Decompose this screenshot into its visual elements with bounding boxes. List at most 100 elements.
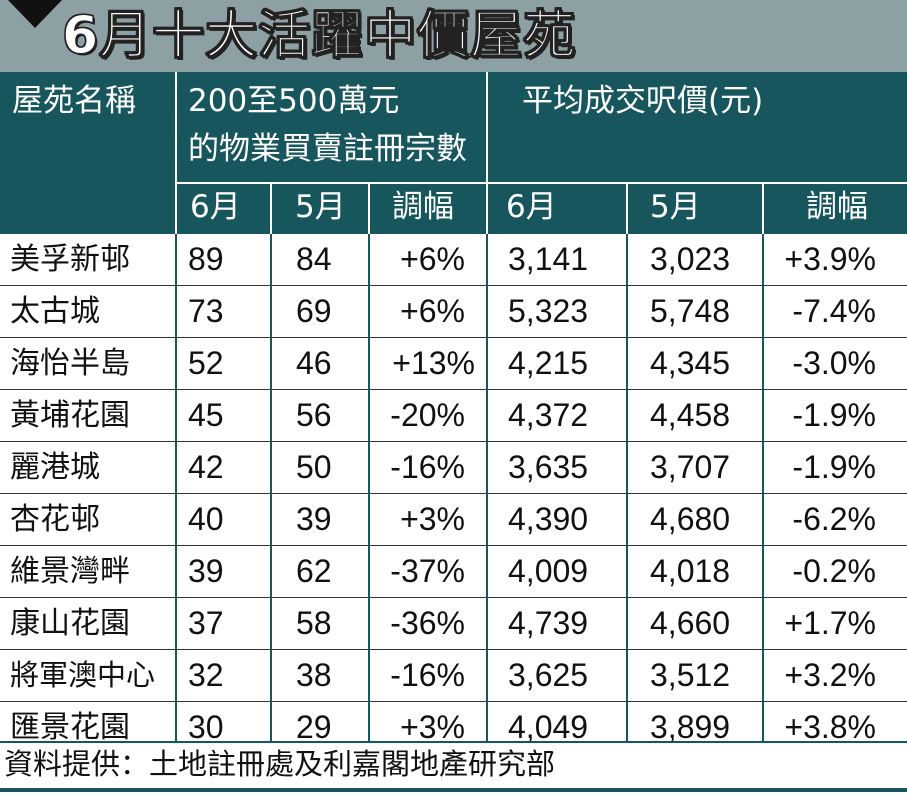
estate-name: 匯景花園 — [10, 710, 130, 745]
header-vdivider — [626, 182, 628, 234]
price-may: 3,707 — [650, 449, 731, 485]
row-divider — [0, 337, 907, 338]
price-may: 3,023 — [650, 241, 731, 277]
reg-may: 38 — [296, 657, 332, 693]
price-change: -7.4% — [792, 293, 876, 329]
reg-change: -16% — [390, 657, 465, 693]
price-change: -1.9% — [792, 449, 876, 485]
column-divider — [175, 234, 177, 742]
row-divider — [0, 649, 907, 650]
reg-may: 62 — [296, 553, 332, 589]
column-divider — [486, 234, 488, 742]
table-row: 太古城 73 69 +6% 5,323 5,748 -7.4% — [0, 286, 907, 337]
price-june: 3,635 — [508, 449, 589, 485]
price-change: -0.2% — [792, 553, 876, 589]
source-note: 資料提供：土地註冊處及利嘉閣地產研究部 — [4, 747, 556, 781]
header-price-change: 調幅 — [806, 189, 868, 225]
reg-may: 69 — [296, 293, 332, 329]
reg-june: 89 — [188, 241, 224, 277]
header-avg-price: 平均成交呎價(元) — [522, 83, 764, 119]
header-vdivider — [486, 72, 488, 234]
reg-june: 73 — [188, 293, 224, 329]
reg-may: 56 — [296, 397, 332, 433]
header-vdivider — [368, 182, 370, 234]
table-row: 黃埔花園 45 56 -20% 4,372 4,458 -1.9% — [0, 390, 907, 441]
reg-may: 46 — [296, 345, 332, 381]
title-bar: 6月十大活躍中價屋苑 — [0, 0, 907, 72]
header-vdivider — [270, 182, 272, 234]
reg-change: -36% — [390, 605, 465, 641]
price-may: 4,018 — [650, 553, 731, 589]
header-price-june: 6月 — [506, 189, 557, 225]
column-divider — [270, 234, 272, 742]
header-reg-change: 調幅 — [392, 189, 454, 225]
header-reg-may: 5月 — [295, 189, 346, 225]
header-reg-june: 6月 — [190, 189, 241, 225]
estate-name: 麗港城 — [10, 450, 100, 485]
reg-june: 32 — [188, 657, 224, 693]
price-may: 3,512 — [650, 657, 731, 693]
price-change: +3.2% — [784, 657, 876, 693]
header-registrations-line2: 的物業買賣註冊宗數 — [188, 131, 467, 167]
reg-june: 39 — [188, 553, 224, 589]
reg-change: +6% — [400, 241, 465, 277]
column-divider — [368, 234, 370, 742]
row-divider — [0, 597, 907, 598]
row-divider — [0, 545, 907, 546]
price-june: 4,739 — [508, 605, 589, 641]
table-row: 匯景花園 30 29 +3% 4,049 3,899 +3.8% — [0, 702, 907, 753]
reg-june: 30 — [188, 709, 224, 745]
price-may: 3,899 — [650, 709, 731, 745]
reg-may: 29 — [296, 709, 332, 745]
header-price-may: 5月 — [650, 189, 701, 225]
price-june: 3,625 — [508, 657, 589, 693]
price-may: 4,680 — [650, 501, 731, 537]
price-may: 4,660 — [650, 605, 731, 641]
price-may: 5,748 — [650, 293, 731, 329]
header-estate-name: 屋苑名稱 — [12, 83, 136, 119]
table-row: 維景灣畔 39 62 -37% 4,009 4,018 -0.2% — [0, 546, 907, 597]
price-change: -6.2% — [792, 501, 876, 537]
price-change: -3.0% — [792, 345, 876, 381]
table-row: 海怡半島 52 46 +13% 4,215 4,345 -3.0% — [0, 338, 907, 389]
price-june: 4,372 — [508, 397, 589, 433]
price-june: 4,049 — [508, 709, 589, 745]
bottom-rule — [0, 788, 907, 792]
column-divider — [626, 234, 628, 742]
estate-name: 維景灣畔 — [10, 554, 130, 589]
price-change: -1.9% — [792, 397, 876, 433]
price-change: +1.7% — [784, 605, 876, 641]
price-change: +3.9% — [784, 241, 876, 277]
price-june: 4,009 — [508, 553, 589, 589]
header-vdivider — [175, 72, 177, 234]
header-divider — [175, 182, 907, 184]
reg-change: +6% — [400, 293, 465, 329]
table-row: 麗港城 42 50 -16% 3,635 3,707 -1.9% — [0, 442, 907, 493]
estate-name: 康山花園 — [10, 606, 130, 641]
reg-june: 40 — [188, 501, 224, 537]
row-divider — [0, 701, 907, 702]
price-may: 4,458 — [650, 397, 731, 433]
reg-change: +3% — [400, 709, 465, 745]
reg-change: -37% — [390, 553, 465, 589]
reg-may: 50 — [296, 449, 332, 485]
table-header: 屋苑名稱 200至500萬元 的物業買賣註冊宗數 平均成交呎價(元) 6月 5月… — [0, 72, 907, 234]
row-divider — [0, 493, 907, 494]
page-title: 6月十大活躍中價屋苑 — [61, 6, 577, 67]
estate-name: 將軍澳中心 — [10, 658, 156, 692]
reg-change: -16% — [390, 449, 465, 485]
row-divider — [0, 285, 907, 286]
reg-june: 45 — [188, 397, 224, 433]
table-row: 杏花邨 40 39 +3% 4,390 4,680 -6.2% — [0, 494, 907, 545]
reg-may: 39 — [296, 501, 332, 537]
table-row: 康山花園 37 58 -36% 4,739 4,660 +1.7% — [0, 598, 907, 649]
estate-name: 杏花邨 — [10, 502, 100, 537]
reg-change: +3% — [400, 501, 465, 537]
price-may: 4,345 — [650, 345, 731, 381]
price-june: 4,215 — [508, 345, 589, 381]
reg-may: 84 — [296, 241, 332, 277]
estate-name: 美孚新邨 — [10, 242, 130, 277]
reg-june: 52 — [188, 345, 224, 381]
title-triangle-icon — [8, 0, 62, 28]
table-row: 美孚新邨 89 84 +6% 3,141 3,023 +3.9% — [0, 234, 907, 285]
